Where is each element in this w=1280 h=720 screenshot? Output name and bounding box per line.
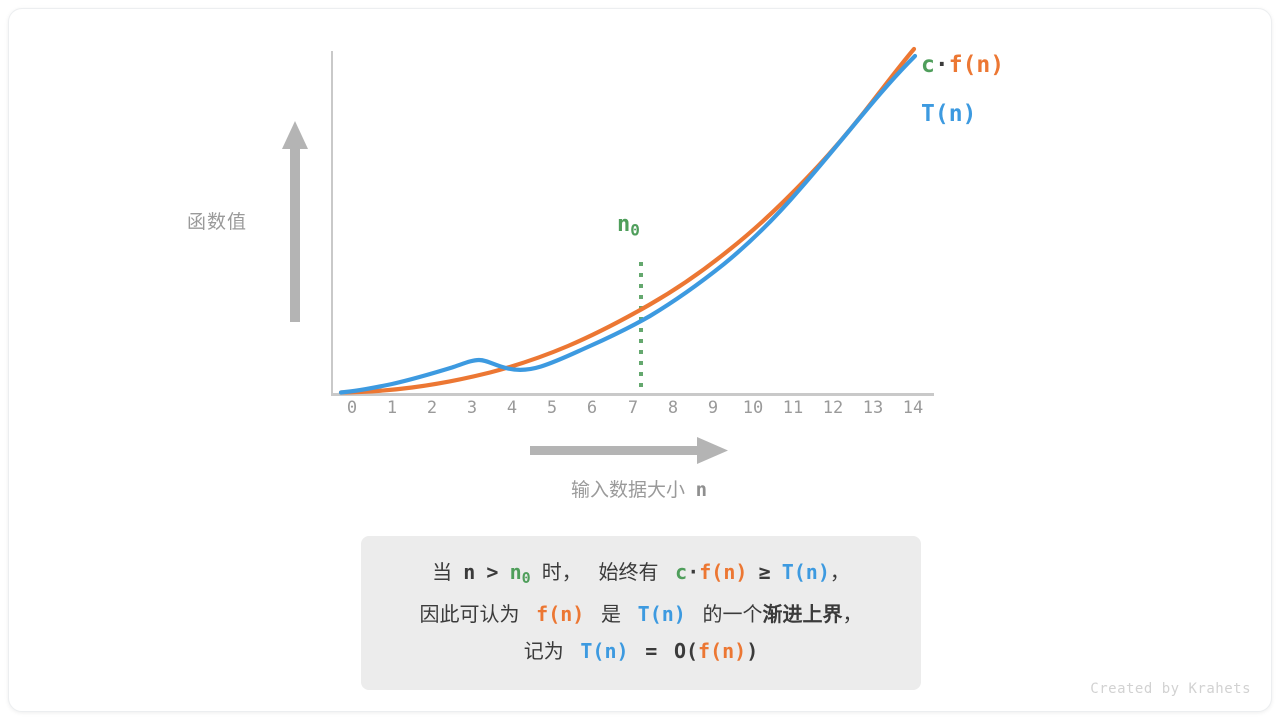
cap3-tn: T(n) — [580, 639, 629, 664]
cap1-tn: T(n) — [781, 560, 830, 584]
figure-card: 0 1 2 3 4 5 6 7 8 9 10 11 12 13 14 c·f(n… — [8, 8, 1272, 712]
cap2-tn: T(n) — [637, 602, 686, 627]
x-tick-11: 11 — [782, 398, 804, 418]
x-tick-1: 1 — [386, 398, 398, 418]
cap1-c: c — [675, 560, 688, 584]
legend-label-c-f-n: c·f(n) — [921, 52, 1004, 78]
caption-line-1: 当 n > n0 时， 始终有 c·f(n) ≥ T(n)， — [361, 554, 921, 596]
cap1-always: 始终有 — [598, 562, 659, 584]
cap1-n0-base: n — [509, 560, 522, 584]
cap1-then: 时， — [541, 562, 582, 584]
curve-t-n — [338, 53, 918, 395]
cap1-n0-sub: 0 — [521, 569, 531, 588]
cap2-therefore: 因此可认为 — [419, 604, 520, 627]
legend-c-symbol: c — [921, 52, 935, 78]
x-tick-3: 3 — [466, 398, 478, 418]
n0-label: n0 — [617, 212, 640, 239]
cap3-big-o-open: O( — [673, 639, 699, 664]
x-tick-9: 9 — [707, 398, 719, 418]
cap2-fn: f(n) — [536, 602, 585, 627]
cap2-upper-bound-term: 渐进上界 — [762, 604, 843, 627]
x-axis-label-text: 输入数据大小 — [570, 480, 685, 501]
caption-line-2: 因此可认为 f(n) 是 T(n) 的一个渐进上界， — [361, 596, 921, 633]
legend-f-n-symbol: f(n) — [948, 52, 1005, 78]
cap1-dot: · — [687, 560, 700, 584]
x-axis-label-var: n — [695, 479, 708, 501]
cap1-n: n — [463, 560, 476, 584]
legend-dot-symbol: · — [934, 52, 949, 78]
cap3-eq: = — [645, 639, 658, 664]
x-tick-13: 13 — [862, 398, 884, 418]
n0-subscript: 0 — [630, 220, 640, 240]
cap2-is: 是 — [601, 604, 621, 627]
credit-text: Created by Krahets — [1090, 681, 1251, 697]
asymptotic-upper-bound-plot — [282, 46, 934, 464]
x-tick-14: 14 — [902, 398, 924, 418]
caption-line-3: 记为 T(n) = O(f(n)) — [361, 633, 921, 670]
x-axis-arrow-icon — [530, 437, 728, 464]
cap1-fn: f(n) — [699, 560, 748, 584]
x-tick-12: 12 — [822, 398, 844, 418]
x-tick-8: 8 — [667, 398, 679, 418]
cap3-fn: f(n) — [698, 639, 747, 664]
x-tick-10: 10 — [742, 398, 764, 418]
caption-box: 当 n > n0 时， 始终有 c·f(n) ≥ T(n)， 因此可认为 f(n… — [361, 536, 921, 691]
x-tick-4: 4 — [506, 398, 518, 418]
y-axis-label: 函数值 — [187, 212, 248, 233]
x-tick-0: 0 — [346, 398, 358, 418]
cap1-ge: ≥ — [758, 560, 771, 584]
diagram-stage: 0 1 2 3 4 5 6 7 8 9 10 11 12 13 14 c·f(n… — [9, 9, 1271, 711]
x-tick-5: 5 — [546, 398, 558, 418]
cap1-n0: n0 — [509, 560, 531, 588]
cap3-denoted: 记为 — [523, 641, 564, 664]
x-tick-2: 2 — [426, 398, 438, 418]
cap2-comma: ， — [842, 604, 863, 627]
x-tick-7: 7 — [627, 398, 639, 418]
y-axis-arrow-icon — [282, 121, 308, 322]
x-axis-label: 输入数据大小 n — [529, 475, 749, 502]
x-tick-6: 6 — [586, 398, 598, 418]
legend-label-t-n: T(n) — [921, 101, 977, 127]
n0-base: n — [617, 212, 631, 237]
cap1-comma: ， — [829, 562, 850, 584]
cap1-gt: > — [486, 560, 499, 584]
cap2-of-one: 的一个 — [702, 604, 763, 627]
cap1-when: 当 — [432, 562, 453, 584]
cap3-big-o-close: ) — [746, 639, 759, 664]
